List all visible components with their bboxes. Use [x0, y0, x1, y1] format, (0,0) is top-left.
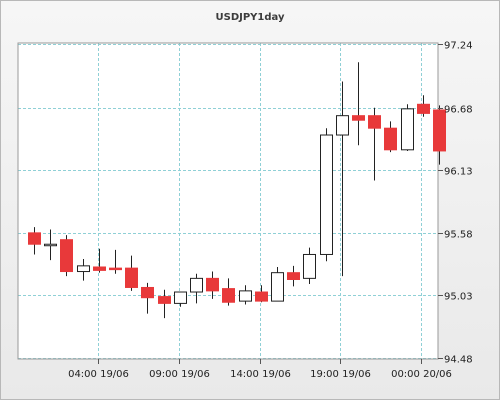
candle-body-down	[141, 286, 154, 299]
candle	[190, 273, 203, 304]
plot-area	[18, 43, 438, 359]
candle-body-up	[239, 290, 252, 302]
candle-body-down	[60, 239, 73, 273]
candle	[417, 95, 430, 117]
candle-body-down	[93, 266, 106, 271]
candle-body-down	[222, 288, 235, 303]
candle	[174, 291, 187, 307]
candle	[336, 81, 349, 277]
candle-body-up	[401, 108, 414, 151]
candle	[368, 107, 381, 181]
y-tick-label: 96.68	[444, 105, 473, 116]
candle-body-down	[158, 296, 171, 304]
candles	[28, 62, 446, 319]
candle-body-up	[77, 265, 90, 273]
x-tick-label: 14:00 19/06	[230, 369, 291, 380]
candle	[109, 249, 122, 274]
plot-border	[17, 42, 439, 360]
candle	[77, 259, 90, 281]
candle-body-down	[287, 272, 300, 281]
candle	[384, 121, 397, 153]
x-axis: 04:00 19/06 09:00 19/06 14:00 19/06 19:00 1…	[68, 359, 452, 380]
y-tick-label: 96.13	[444, 167, 473, 178]
candle	[401, 104, 414, 151]
candle-body-up	[190, 277, 203, 293]
candle	[222, 278, 235, 306]
candle-body-up	[174, 291, 187, 304]
candle-body-down	[206, 277, 219, 292]
grid-vertical	[98, 43, 422, 359]
candle-body-down	[28, 232, 41, 245]
candle	[352, 62, 365, 146]
x-tick-label: 04:00 19/06	[68, 369, 129, 380]
y-tick-label: 94.48	[444, 355, 473, 366]
candle	[239, 285, 252, 305]
candle-body-down	[417, 103, 430, 114]
y-tick-label: 95.58	[444, 230, 473, 241]
x-tick-label: 19:00 19/06	[310, 369, 371, 380]
x-tick-label: 09:00 19/06	[149, 369, 210, 380]
candle	[433, 105, 446, 165]
candle-body-down	[368, 115, 381, 129]
candle-body-down	[109, 267, 122, 271]
candle	[271, 266, 284, 302]
y-axis: 97.24 96.68 96.13 95.58 95.03 94.48	[438, 41, 473, 366]
candle	[44, 229, 57, 261]
y-tick-label: 97.24	[444, 41, 473, 52]
candle-body-up	[44, 243, 57, 247]
candle	[158, 289, 171, 319]
candle-body-up	[271, 272, 284, 302]
candle	[206, 271, 219, 299]
y-tick-label: 95.03	[444, 292, 473, 303]
candle-body-down	[255, 291, 268, 302]
candle-body-down	[384, 127, 397, 151]
candle-body-down	[125, 267, 138, 288]
candle	[93, 248, 106, 273]
candle	[28, 227, 41, 255]
candle	[303, 247, 316, 285]
chart-title: USDJPY1day	[215, 12, 285, 23]
candle	[125, 255, 138, 291]
candle-body-up	[320, 134, 333, 255]
candle-body-up	[336, 115, 349, 136]
candle	[255, 285, 268, 303]
candle	[320, 128, 333, 262]
candle-body-up	[303, 253, 316, 279]
candle	[287, 265, 300, 287]
candle-body-down	[433, 109, 446, 152]
candle	[141, 282, 154, 314]
candle-body-down	[352, 115, 365, 121]
candle	[60, 235, 73, 277]
x-tick-label: 00:00 20/06	[391, 369, 452, 380]
